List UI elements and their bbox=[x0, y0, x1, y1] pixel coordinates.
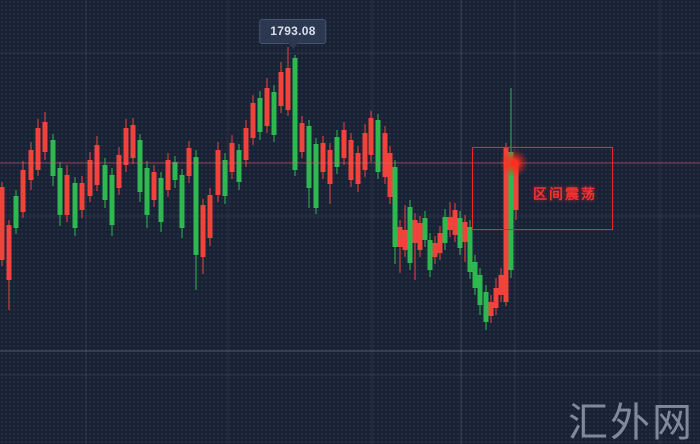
candle-body bbox=[28, 150, 34, 180]
candle-body bbox=[327, 150, 333, 184]
candle-body bbox=[243, 128, 249, 160]
price-tooltip-value: 1793.08 bbox=[259, 19, 327, 44]
candle-body bbox=[264, 88, 270, 126]
candle-body bbox=[368, 118, 374, 155]
candle-body bbox=[35, 128, 41, 170]
site-watermark: 汇外网 bbox=[568, 400, 694, 444]
candle-body bbox=[412, 220, 418, 243]
candle-body bbox=[442, 217, 448, 243]
candle-body bbox=[222, 160, 228, 196]
candle-body bbox=[382, 133, 388, 177]
candle-body bbox=[341, 130, 347, 158]
range-annotation-label: 区间震荡 bbox=[533, 186, 597, 202]
candle-body bbox=[229, 143, 235, 172]
candle-body bbox=[452, 210, 458, 235]
candle-body bbox=[387, 153, 393, 197]
candle-body bbox=[137, 140, 143, 192]
candle-body bbox=[172, 162, 178, 180]
candle-body bbox=[20, 170, 26, 212]
candle-body bbox=[285, 68, 291, 110]
candle-body bbox=[50, 140, 56, 176]
candle-body bbox=[186, 148, 192, 176]
candle-body bbox=[483, 292, 489, 322]
candle-body bbox=[299, 123, 305, 152]
candle-body bbox=[13, 196, 19, 228]
price-tooltip-pointer-icon bbox=[287, 42, 298, 49]
candle-body bbox=[257, 98, 263, 132]
candle-body bbox=[477, 275, 483, 305]
candle-body bbox=[207, 195, 213, 238]
candle-body bbox=[467, 227, 473, 272]
candle-body bbox=[123, 128, 129, 165]
candle-body bbox=[278, 72, 284, 106]
current-price-glow-marker bbox=[499, 148, 529, 178]
candle-body bbox=[42, 122, 48, 152]
candle-body bbox=[362, 133, 368, 170]
candle-body bbox=[503, 147, 509, 302]
candle-body bbox=[462, 222, 468, 242]
range-annotation-box[interactable] bbox=[472, 147, 613, 230]
candle-body bbox=[447, 217, 453, 230]
candle-body bbox=[457, 218, 463, 248]
candle-body bbox=[320, 143, 326, 172]
candle-body bbox=[144, 168, 150, 215]
candle-body bbox=[493, 288, 499, 308]
candle-body bbox=[158, 178, 164, 222]
candle-body bbox=[109, 175, 115, 225]
candle-body bbox=[513, 164, 519, 210]
price-tooltip: 1793.08 bbox=[259, 19, 327, 49]
candle-body bbox=[417, 223, 423, 250]
candle-body bbox=[64, 175, 70, 215]
candle-body bbox=[392, 167, 398, 247]
candle-body bbox=[179, 175, 185, 228]
candle-body bbox=[57, 168, 63, 215]
candle-body bbox=[306, 126, 312, 188]
candle-body bbox=[292, 58, 298, 170]
candle-body bbox=[508, 152, 514, 270]
candle-body bbox=[427, 240, 433, 270]
candle-body bbox=[397, 227, 403, 247]
candle-body bbox=[165, 160, 171, 190]
current-price-dot-icon bbox=[510, 159, 518, 167]
candle-body bbox=[407, 207, 413, 263]
candle-body bbox=[422, 218, 428, 240]
candle-body bbox=[151, 172, 157, 200]
candle-body bbox=[250, 103, 256, 138]
candle-body bbox=[6, 225, 12, 280]
candle-body bbox=[79, 183, 85, 210]
candle-body bbox=[94, 145, 100, 185]
candle-body bbox=[355, 153, 361, 184]
candle-body bbox=[498, 275, 504, 295]
candle-body bbox=[200, 205, 206, 257]
candle-body bbox=[102, 165, 108, 200]
candle-body bbox=[0, 187, 5, 260]
candle-body bbox=[348, 140, 354, 180]
candle-body bbox=[488, 302, 494, 316]
candle-body bbox=[236, 150, 242, 182]
candle-body bbox=[193, 157, 199, 255]
candle-body bbox=[130, 125, 136, 158]
candle-body bbox=[72, 183, 78, 228]
candle-body bbox=[271, 92, 277, 135]
candle-body bbox=[437, 233, 443, 253]
candle-body bbox=[313, 144, 319, 208]
candle-body bbox=[375, 120, 381, 172]
candle-body bbox=[472, 262, 478, 288]
candle-body bbox=[87, 160, 93, 196]
candle-body bbox=[116, 155, 122, 188]
candle-body bbox=[432, 243, 438, 257]
candle-body bbox=[215, 150, 221, 195]
candle-body bbox=[402, 230, 408, 250]
candle-body bbox=[334, 137, 340, 167]
